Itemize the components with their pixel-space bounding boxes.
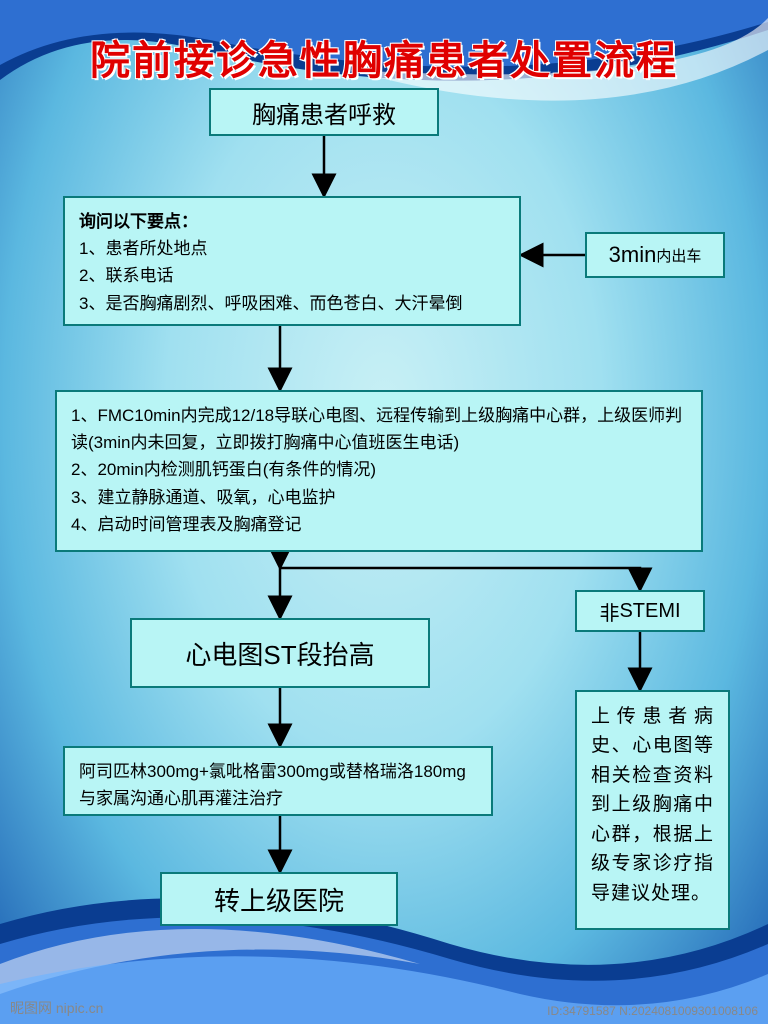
flownode-n8: 转上级医院 xyxy=(160,872,398,926)
flownode-n9: 上传患者病史、心电图等相关检查资料到上级胸痛中心群，根据上级专家诊疗指导建议处理… xyxy=(575,690,730,930)
flownode-n6: 非STEMI xyxy=(575,590,705,632)
flownode-n5: 心电图ST段抬高 xyxy=(130,618,430,688)
flownode-n4: 1、FMC10min内完成12/18导联心电图、远程传输到上级胸痛中心群，上级医… xyxy=(55,390,703,552)
flowchart-canvas: 胸痛患者呼救询问以下要点：1、患者所处地点2、联系电话3、是否胸痛剧烈、呼吸困难… xyxy=(0,0,768,1024)
flownode-n2: 询问以下要点：1、患者所处地点2、联系电话3、是否胸痛剧烈、呼吸困难、而色苍白、… xyxy=(63,196,521,326)
watermark-left: 昵图网 nipic.cn xyxy=(10,998,103,1018)
flownode-n3: 3min内出车 xyxy=(585,232,725,278)
flownode-n1: 胸痛患者呼救 xyxy=(209,88,439,136)
watermark-right: ID:34791587 N:2024081009301008106 xyxy=(547,1004,758,1018)
flownode-n7: 阿司匹林300mg+氯吡格雷300mg或替格瑞洛180mg与家属沟通心肌再灌注治… xyxy=(63,746,493,816)
